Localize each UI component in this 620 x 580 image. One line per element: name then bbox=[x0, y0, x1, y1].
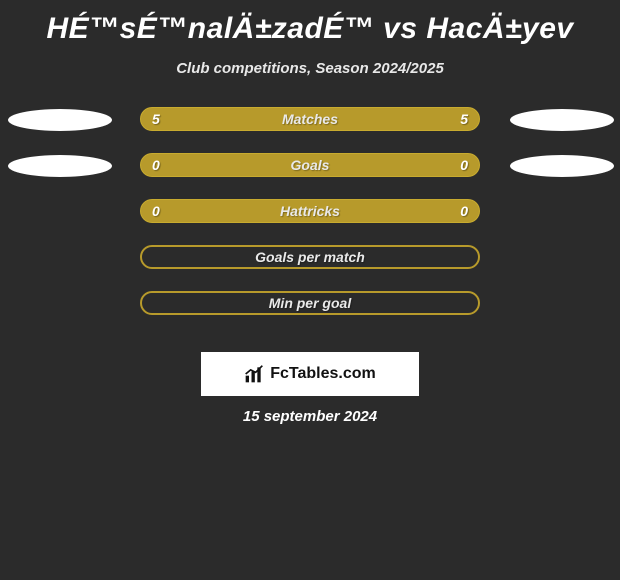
chart-icon bbox=[244, 364, 264, 384]
brand-badge[interactable]: FcTables.com bbox=[201, 352, 419, 396]
stat-label: Min per goal bbox=[140, 291, 480, 315]
stat-row: Goals per match bbox=[0, 245, 620, 291]
stat-label: Goals bbox=[140, 153, 480, 177]
player-right-marker bbox=[510, 109, 614, 131]
stat-row: 00Goals bbox=[0, 153, 620, 199]
stat-row: 55Matches bbox=[0, 107, 620, 153]
stat-label: Matches bbox=[140, 107, 480, 131]
stat-row: Min per goal bbox=[0, 291, 620, 337]
brand-text: FcTables.com bbox=[270, 365, 376, 383]
stat-label: Goals per match bbox=[140, 245, 480, 269]
stat-rows: 55Matches00Goals00HattricksGoals per mat… bbox=[0, 107, 620, 337]
comparison-card: HÉ™sÉ™nalÄ±zadÉ™ vs HacÄ±yev Club compet… bbox=[0, 0, 620, 580]
player-left-marker bbox=[8, 109, 112, 131]
player-left-marker bbox=[8, 155, 112, 177]
player-right-marker bbox=[510, 155, 614, 177]
stat-label: Hattricks bbox=[140, 199, 480, 223]
date-label: 15 september 2024 bbox=[0, 408, 620, 425]
page-title: HÉ™sÉ™nalÄ±zadÉ™ vs HacÄ±yev bbox=[0, 0, 620, 46]
stat-row: 00Hattricks bbox=[0, 199, 620, 245]
page-subtitle: Club competitions, Season 2024/2025 bbox=[0, 60, 620, 77]
